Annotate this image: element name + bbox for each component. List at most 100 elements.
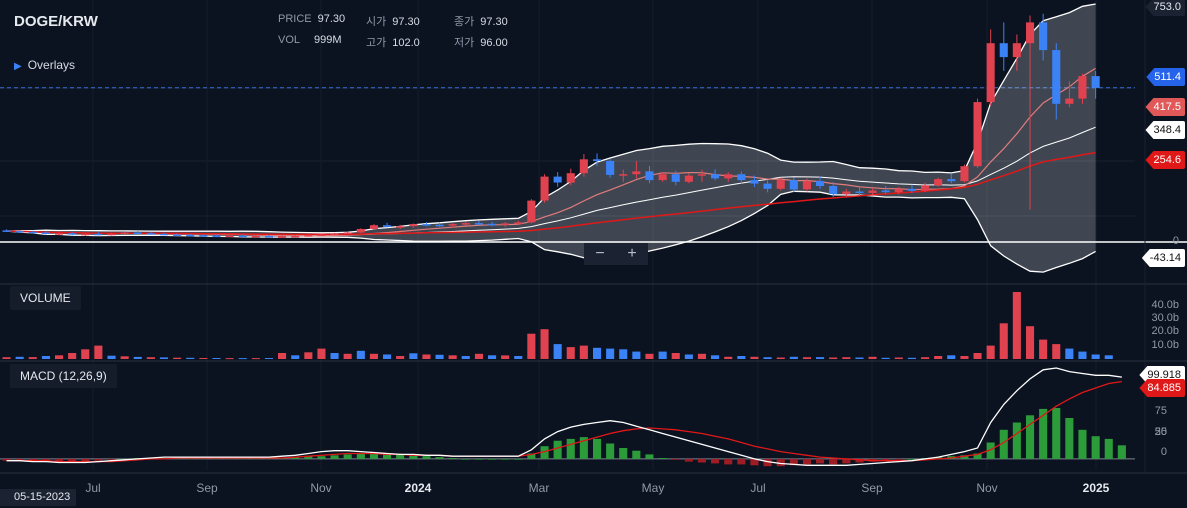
volume-bar bbox=[553, 344, 562, 359]
volume-bar bbox=[107, 355, 116, 359]
overlays-toggle[interactable]: ▶ Overlays bbox=[14, 58, 75, 72]
volume-bar bbox=[606, 348, 615, 359]
volume-bar bbox=[501, 355, 510, 359]
candle-body bbox=[212, 235, 221, 238]
candle-body bbox=[278, 236, 287, 238]
macd-histogram-bar bbox=[304, 456, 313, 459]
overlays-label: Overlays bbox=[27, 58, 76, 72]
volume-bar bbox=[304, 352, 313, 359]
bb-upper-mid-tag: 348.4 bbox=[1145, 121, 1185, 139]
candle-body bbox=[750, 180, 759, 184]
candle-body bbox=[501, 223, 510, 225]
macd-series bbox=[0, 367, 1135, 467]
macd-histogram-bar bbox=[697, 458, 706, 463]
macd-histogram-bar bbox=[553, 440, 562, 459]
volume-bar bbox=[724, 356, 733, 359]
candle-body bbox=[41, 232, 50, 234]
volume-bar bbox=[632, 351, 641, 359]
macd-histogram-bar bbox=[658, 458, 667, 459]
zoom-in-button[interactable]: + bbox=[627, 245, 637, 262]
ma-long-tag: 254.6 bbox=[1145, 151, 1185, 169]
time-label: Jul bbox=[85, 481, 101, 495]
volume-bar bbox=[934, 356, 943, 359]
volume-bar bbox=[514, 356, 523, 359]
volume-bar bbox=[829, 357, 838, 359]
candle-body bbox=[396, 226, 405, 228]
macd-histogram-bar bbox=[1065, 418, 1074, 459]
volume-bar bbox=[816, 357, 825, 359]
candle-body bbox=[986, 43, 995, 103]
macd-panel-label[interactable]: MACD (12,26,9) bbox=[10, 364, 117, 388]
macd-histogram-bar bbox=[750, 458, 759, 466]
volume-bar bbox=[619, 349, 628, 359]
volume-bar bbox=[566, 347, 575, 359]
price-value: 97.30 bbox=[317, 13, 346, 25]
candle-body bbox=[422, 224, 431, 226]
candle-body bbox=[606, 161, 615, 175]
time-label: Mar bbox=[528, 481, 550, 495]
volume-tick: 40.0b bbox=[1151, 299, 1179, 311]
candle-body bbox=[68, 233, 77, 235]
candle-body bbox=[921, 185, 930, 191]
volume-bar bbox=[711, 355, 720, 359]
volume-tick: 30.0b bbox=[1151, 312, 1179, 324]
low-label: 저가 bbox=[454, 37, 475, 49]
volume-bar bbox=[999, 323, 1008, 359]
quote-price: PRICE 97.30 bbox=[278, 13, 345, 25]
candle-body bbox=[658, 174, 667, 181]
triangle-right-icon: ▶ bbox=[14, 61, 22, 72]
candle-body bbox=[474, 223, 483, 225]
volume-bar bbox=[369, 353, 378, 359]
candle-body bbox=[120, 232, 129, 234]
macd-histogram-bar bbox=[356, 453, 365, 459]
macd-histogram-bar bbox=[711, 458, 720, 464]
volume-bar bbox=[1012, 292, 1021, 359]
bollinger-band-fill bbox=[6, 4, 1096, 273]
volume-bar bbox=[146, 357, 155, 359]
volume-bar bbox=[1052, 344, 1061, 359]
volume-bar bbox=[1065, 348, 1074, 359]
candle-body bbox=[566, 173, 575, 183]
candle-body bbox=[238, 235, 247, 238]
volume-bar bbox=[750, 356, 759, 359]
macd-histogram-bar bbox=[632, 450, 641, 459]
volume-bar bbox=[343, 353, 352, 359]
candle-body bbox=[1039, 22, 1048, 51]
candle-body bbox=[947, 179, 956, 182]
vol-label: VOL bbox=[278, 34, 301, 46]
low-value: 96.00 bbox=[480, 37, 508, 49]
candle-body bbox=[907, 188, 916, 191]
candle-body bbox=[356, 229, 365, 233]
candle-body bbox=[146, 233, 155, 235]
last-price-tag: 511.4 bbox=[1146, 68, 1185, 86]
volume-bar bbox=[409, 353, 418, 359]
macd-histogram-bar bbox=[684, 458, 693, 462]
time-label: May bbox=[641, 481, 665, 495]
macd-histogram-bar bbox=[763, 458, 772, 467]
macd-histogram-bar bbox=[960, 455, 969, 459]
macd-histogram-bar bbox=[343, 454, 352, 459]
volume-bar bbox=[737, 356, 746, 359]
candle-body bbox=[133, 232, 142, 234]
volume-bar bbox=[881, 357, 890, 359]
volume-panel-label[interactable]: VOLUME bbox=[10, 286, 81, 310]
macd-histogram-bar bbox=[986, 442, 995, 459]
candle-body bbox=[737, 174, 746, 181]
zoom-out-button[interactable]: − bbox=[595, 245, 605, 262]
bollinger-upper-line bbox=[6, 3, 1096, 234]
macd-histogram-bar bbox=[894, 458, 903, 460]
macd-histogram-bar bbox=[973, 453, 982, 459]
candle-body bbox=[671, 174, 680, 182]
volume-bar bbox=[593, 347, 602, 359]
macd-histogram-bar bbox=[776, 458, 785, 467]
macd-histogram-bar bbox=[1104, 438, 1113, 459]
macd-histogram-bar bbox=[881, 458, 890, 461]
candle-body bbox=[199, 235, 208, 237]
volume-bar bbox=[448, 355, 457, 359]
volume-bar bbox=[2, 357, 11, 359]
candle-body bbox=[973, 102, 982, 167]
volume-bar bbox=[789, 356, 798, 359]
volume-bar bbox=[894, 357, 903, 359]
high-label: 고가 bbox=[366, 37, 387, 49]
